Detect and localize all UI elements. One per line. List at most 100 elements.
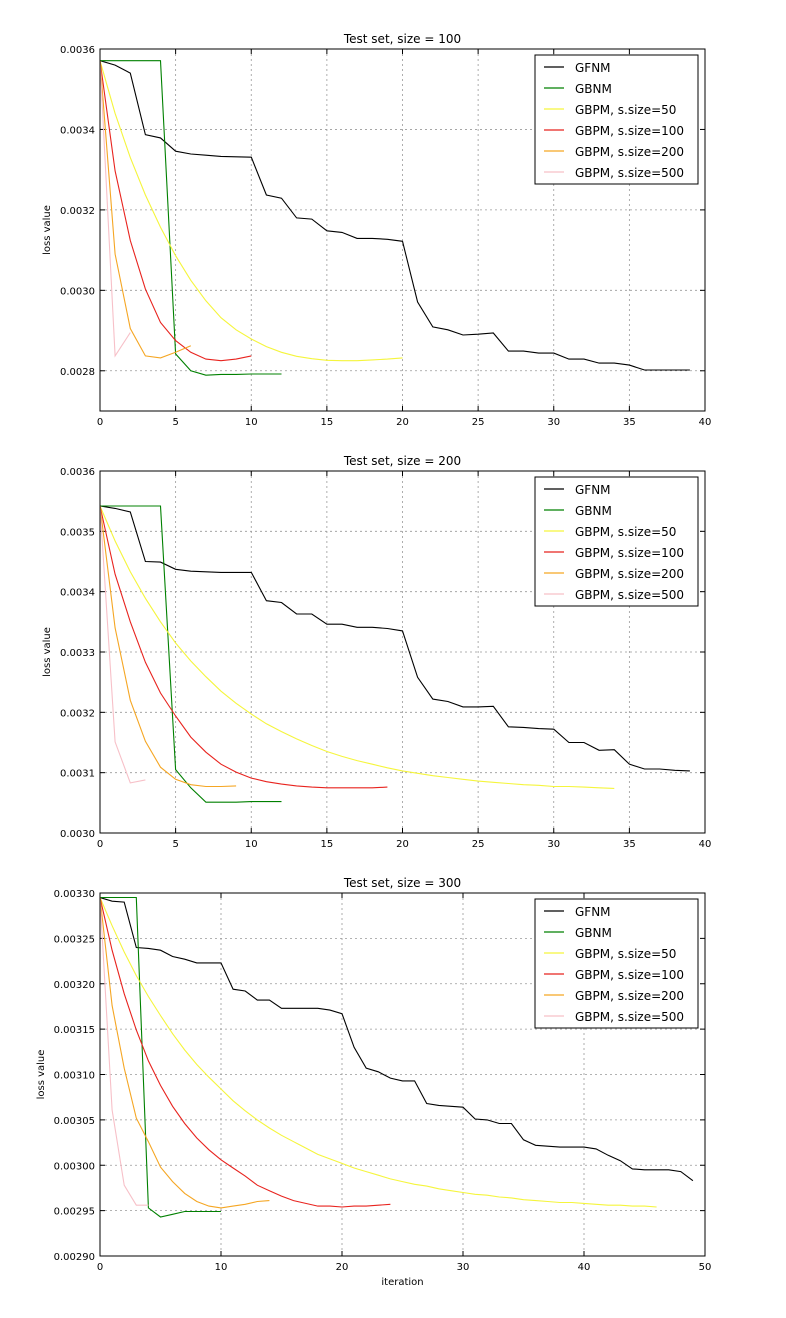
- y-tick-label: 0.00300: [54, 1161, 95, 1172]
- y-axis-label: loss value: [42, 205, 53, 255]
- series-line-gbpm-s-size-100: [100, 60, 252, 362]
- y-tick-label: 0.00295: [54, 1207, 95, 1218]
- axes-frame: [99, 48, 706, 412]
- legend-label: GBNM: [575, 82, 612, 96]
- x-tick-label: 50: [699, 1262, 712, 1273]
- x-tick-label: 40: [578, 1262, 591, 1273]
- legend: GFNM GBNM GBPM, s.size=50 GBPM, s.size=100 G…: [534, 898, 699, 1029]
- axes-frame: [99, 470, 706, 834]
- legend-label: GBPM, s.size=500: [575, 588, 684, 602]
- series-line-gbpm-s-size-50: [100, 60, 403, 362]
- series-line-gbpm-s-size-200: [100, 897, 270, 1209]
- subplot-2: 0 5 10 15 20 25 30 35 40 0.0030 0.0031 0.0032 0.0033…: [42, 454, 711, 850]
- series-line-gbpm-s-size-500: [100, 60, 131, 358]
- chart-title: Test set, size = 300: [343, 876, 461, 890]
- legend-label: GFNM: [575, 483, 611, 497]
- y-tick-label: 0.0028: [60, 367, 95, 378]
- legend-label: GBNM: [575, 926, 612, 940]
- y-tick-label: 0.0036: [60, 467, 95, 478]
- y-axis-label: loss value: [42, 627, 53, 677]
- x-tick-label: 35: [623, 839, 636, 850]
- series-line-gbnm: [100, 505, 282, 803]
- legend: GFNM GBNM GBPM, s.size=50 GBPM, s.size=100 G…: [534, 54, 699, 185]
- x-tick-label: 30: [547, 839, 560, 850]
- legend-label: GBPM, s.size=50: [575, 525, 676, 539]
- legend-label: GBPM, s.size=500: [575, 1010, 684, 1024]
- legend: GFNM GBNM GBPM, s.size=50 GBPM, s.size=100 G…: [534, 476, 699, 607]
- x-tick-label: 30: [457, 1262, 470, 1273]
- x-tick-label: 25: [472, 417, 485, 428]
- series-line-gfnm: [100, 896, 694, 1182]
- y-tick-label: 0.00330: [54, 889, 95, 900]
- y-axis-label: loss value: [36, 1050, 47, 1100]
- y-tick-label: 0.0030: [60, 829, 95, 840]
- x-tick-label: 5: [172, 839, 178, 850]
- chart-title: Test set, size = 100: [343, 32, 461, 46]
- series-line-gbpm-s-size-500: [100, 897, 149, 1206]
- x-tick-label: 35: [623, 417, 636, 428]
- x-tick-label: 0: [97, 1262, 103, 1273]
- legend-label: GBNM: [575, 504, 612, 518]
- y-tick-label: 0.0036: [60, 45, 95, 56]
- y-tick-label: 0.00305: [54, 1116, 95, 1127]
- x-tick-label: 40: [699, 417, 712, 428]
- series-line-gbnm: [100, 896, 221, 1218]
- y-tick-label: 0.0035: [60, 527, 95, 538]
- y-tick-label: 0.0032: [60, 708, 95, 719]
- legend-label: GBPM, s.size=100: [575, 968, 684, 982]
- series-line-gbpm-s-size-200: [100, 60, 192, 359]
- series-line-gfnm: [100, 60, 690, 371]
- x-tick-label: 25: [472, 839, 485, 850]
- series-line-gbpm-s-size-500: [100, 505, 146, 784]
- x-tick-label: 10: [245, 839, 258, 850]
- axes-frame: [99, 892, 706, 1257]
- x-tick-label: 20: [396, 839, 409, 850]
- x-tick-label: 10: [215, 1262, 228, 1273]
- subplot-3: 0 10 20 30 40 50 0.00290 0.00295 0.00300 0.00305 0…: [36, 876, 711, 1288]
- legend-box: [534, 476, 699, 607]
- series-line-gfnm: [100, 505, 690, 772]
- x-tick-label: 20: [336, 1262, 349, 1273]
- legend-label: GBPM, s.size=200: [575, 989, 684, 1003]
- y-tick-label: 0.00325: [54, 934, 95, 945]
- legend-label: GBPM, s.size=100: [575, 124, 684, 138]
- y-tick-label: 0.0034: [60, 125, 95, 136]
- legend-box: [534, 54, 699, 185]
- x-tick-label: 0: [97, 417, 103, 428]
- legend-label: GFNM: [575, 61, 611, 75]
- x-tick-label: 20: [396, 417, 409, 428]
- y-tick-label: 0.00315: [54, 1025, 95, 1036]
- x-tick-label: 15: [321, 839, 334, 850]
- y-tick-label: 0.00290: [54, 1252, 95, 1263]
- y-tick-label: 0.00310: [54, 1071, 95, 1082]
- chart-title: Test set, size = 200: [343, 454, 461, 468]
- series-line-gbpm-s-size-100: [100, 505, 388, 789]
- series-line-gbnm: [100, 60, 282, 376]
- y-tick-label: 0.0032: [60, 206, 95, 217]
- x-tick-label: 5: [172, 417, 178, 428]
- y-tick-label: 0.0031: [60, 769, 95, 780]
- series-line-gbpm-s-size-50: [100, 897, 657, 1208]
- legend-label: GBPM, s.size=200: [575, 145, 684, 159]
- x-axis-label: iteration: [381, 1277, 423, 1288]
- legend-label: GBPM, s.size=50: [575, 947, 676, 961]
- x-tick-label: 40: [699, 839, 712, 850]
- legend-label: GBPM, s.size=100: [575, 546, 684, 560]
- y-tick-label: 0.0034: [60, 588, 95, 599]
- legend-label: GBPM, s.size=50: [575, 103, 676, 117]
- legend-label: GBPM, s.size=500: [575, 166, 684, 180]
- y-tick-label: 0.0033: [60, 648, 95, 659]
- x-tick-label: 10: [245, 417, 258, 428]
- y-tick-label: 0.00320: [54, 980, 95, 991]
- subplot-1: 0 5 10 15 20 25 30 35 40 0.0028 0.0030 0.0032 0.0034…: [42, 32, 711, 428]
- x-tick-label: 0: [97, 839, 103, 850]
- series-line-gbpm-s-size-50: [100, 505, 615, 789]
- legend-label: GFNM: [575, 905, 611, 919]
- series-line-gbpm-s-size-100: [100, 897, 391, 1208]
- series-line-gbpm-s-size-200: [100, 505, 237, 788]
- legend-label: GBPM, s.size=200: [575, 567, 684, 581]
- y-tick-label: 0.0030: [60, 286, 95, 297]
- x-tick-label: 30: [547, 417, 560, 428]
- legend-box: [534, 898, 699, 1029]
